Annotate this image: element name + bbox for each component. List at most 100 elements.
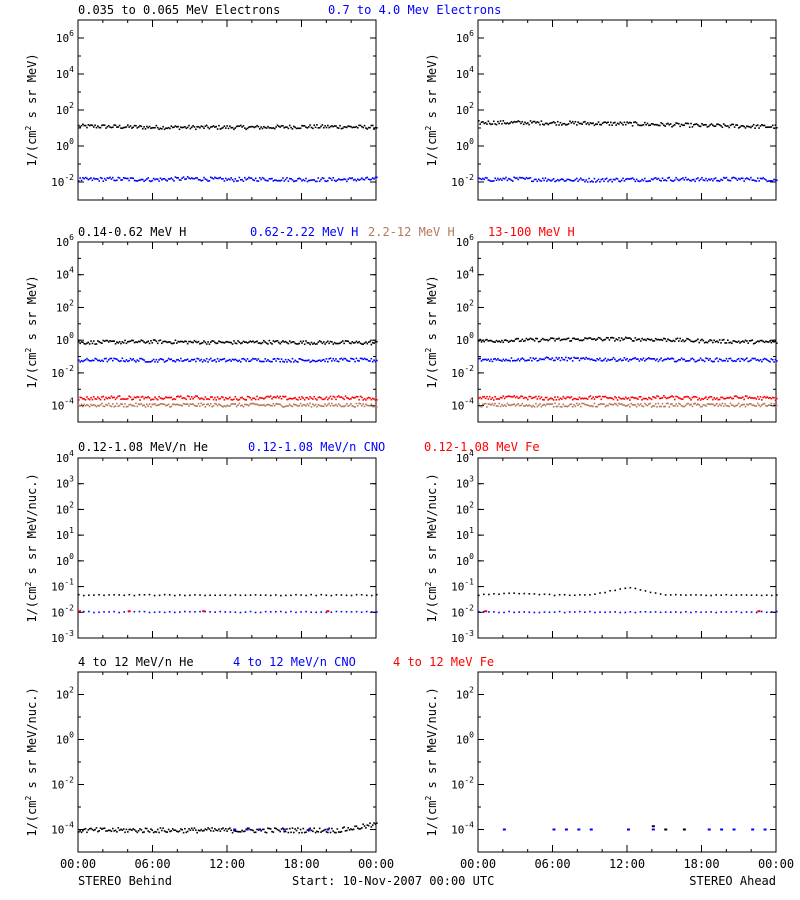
- data-point: [195, 829, 197, 831]
- data-point: [686, 337, 688, 340]
- data-point: [743, 180, 745, 182]
- data-point: [585, 179, 588, 181]
- data-point: [99, 126, 102, 129]
- data-point: [728, 405, 730, 408]
- data-point: [124, 126, 126, 129]
- data-point: [675, 122, 677, 124]
- data-point: [331, 125, 333, 127]
- data-point: [740, 611, 743, 614]
- data-point: [544, 357, 547, 359]
- data-point: [566, 396, 569, 398]
- data-point: [230, 360, 233, 362]
- data-point: [125, 126, 128, 128]
- data-point: [687, 338, 690, 340]
- data-point: [241, 829, 243, 832]
- data-point: [121, 403, 124, 406]
- data-point: [694, 395, 696, 398]
- data-point: [330, 594, 333, 597]
- data-point: [161, 829, 163, 832]
- data-point: [192, 829, 194, 831]
- data-point: [502, 120, 505, 122]
- data-point: [99, 360, 102, 363]
- data-point: [555, 124, 558, 126]
- data-point: [139, 828, 141, 830]
- data-point: [653, 177, 656, 180]
- data-point: [369, 178, 371, 181]
- data-point: [577, 828, 581, 831]
- data-point: [154, 339, 156, 341]
- data-point: [297, 343, 299, 345]
- data-point: [87, 404, 90, 407]
- ytick-label: 103: [456, 475, 474, 491]
- data-point: [769, 340, 771, 342]
- data-point: [521, 402, 524, 405]
- data-point: [286, 126, 288, 128]
- data-point: [484, 339, 487, 341]
- data-point: [252, 397, 254, 399]
- data-point: [335, 831, 337, 834]
- data-point: [593, 359, 596, 362]
- data-point: [282, 395, 284, 398]
- data-point: [499, 359, 502, 362]
- data-point: [533, 120, 536, 123]
- data-point: [88, 827, 91, 830]
- data-point: [83, 177, 86, 180]
- data-point: [623, 398, 626, 400]
- data-point: [502, 395, 505, 397]
- data-point: [110, 178, 113, 180]
- data-point: [578, 396, 581, 399]
- data-point: [317, 341, 320, 344]
- data-point: [365, 827, 367, 829]
- data-point: [559, 359, 562, 362]
- data-point: [644, 402, 646, 405]
- data-point: [291, 341, 294, 343]
- data-point: [162, 178, 164, 180]
- data-point: [158, 404, 160, 406]
- data-point: [567, 357, 570, 359]
- data-point: [517, 120, 520, 122]
- data-point: [339, 831, 341, 833]
- data-point: [200, 179, 203, 182]
- data-point: [86, 396, 88, 398]
- data-point: [261, 360, 264, 363]
- data-point: [125, 359, 128, 361]
- plot-frame: [77, 241, 377, 423]
- data-point: [313, 827, 316, 830]
- data-point: [761, 123, 763, 126]
- data-point: [548, 179, 551, 181]
- data-point: [592, 122, 594, 124]
- data-point: [143, 126, 145, 128]
- data-point: [295, 611, 297, 614]
- y-axis-label: 1/(cm2 s sr MeV): [424, 275, 439, 388]
- data-point: [479, 396, 481, 399]
- data-point: [725, 593, 728, 596]
- data-point: [361, 827, 363, 829]
- data-point: [525, 337, 528, 340]
- data-point: [562, 178, 564, 181]
- data-point: [641, 178, 643, 181]
- data-point: [561, 178, 563, 180]
- data-point: [166, 831, 169, 833]
- data-point: [608, 402, 611, 405]
- data-point: [102, 339, 105, 342]
- data-point: [261, 404, 264, 407]
- data-point: [309, 179, 311, 182]
- data-point: [565, 179, 567, 182]
- data-point: [535, 357, 537, 360]
- data-point: [547, 123, 549, 126]
- data-point: [663, 337, 665, 340]
- data-point: [156, 178, 159, 181]
- data-point: [83, 398, 86, 400]
- data-point: [629, 399, 631, 401]
- data-point: [724, 403, 726, 405]
- data-point: [642, 397, 645, 400]
- data-point: [148, 403, 151, 405]
- data-point: [265, 342, 268, 344]
- data-point: [490, 339, 492, 342]
- data-point: [507, 359, 510, 362]
- data-point: [619, 588, 622, 590]
- data-point: [552, 399, 555, 401]
- data-point: [608, 179, 611, 181]
- ytick-label: 106: [456, 29, 474, 45]
- data-point: [310, 593, 312, 596]
